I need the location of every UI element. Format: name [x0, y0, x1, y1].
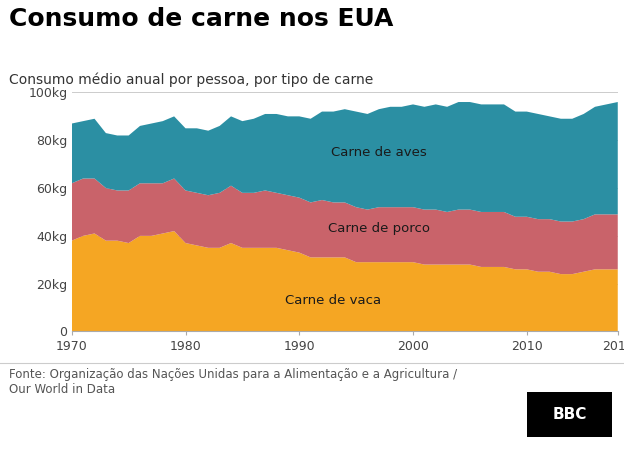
Text: BBC: BBC: [552, 407, 587, 423]
Text: Carne de aves: Carne de aves: [331, 146, 427, 159]
Text: Consumo médio anual por pessoa, por tipo de carne: Consumo médio anual por pessoa, por tipo…: [9, 72, 374, 87]
Text: Fonte: Organização das Nações Unidas para a Alimentação e a Agricultura /
Our Wo: Fonte: Organização das Nações Unidas par…: [9, 368, 457, 396]
Text: Carne de vaca: Carne de vaca: [285, 294, 381, 307]
Text: Consumo de carne nos EUA: Consumo de carne nos EUA: [9, 7, 394, 31]
Text: Carne de porco: Carne de porco: [328, 222, 430, 235]
